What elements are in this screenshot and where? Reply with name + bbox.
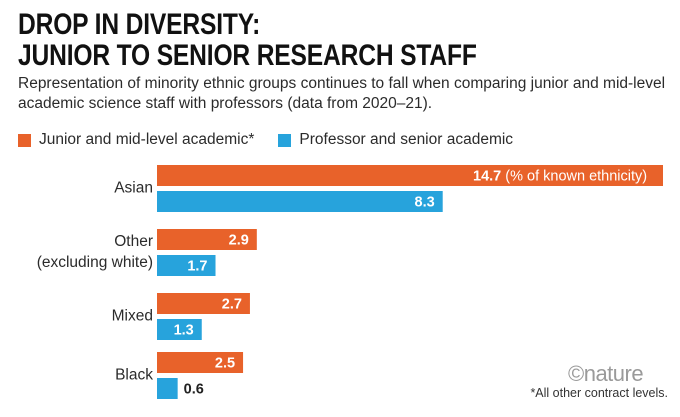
legend-label-junior: Junior and mid-level academic*: [39, 131, 255, 148]
data-label: 1.7: [187, 258, 207, 274]
chart-title: DROP IN DIVERSITY: JUNIOR TO SENIOR RESE…: [18, 9, 477, 71]
category-label: Mixed: [112, 308, 153, 325]
data-label: 1.3: [174, 322, 194, 338]
chart-title-line-1: DROP IN DIVERSITY:: [18, 8, 261, 41]
bar-professor: [157, 191, 443, 212]
category-label: Other (excluding white): [37, 233, 153, 271]
legend: Junior and mid-level academic* Professor…: [18, 131, 537, 149]
data-label: 8.3: [415, 194, 435, 210]
bar-junior: [157, 352, 244, 373]
category-label: Asian: [114, 180, 153, 197]
nature-logo: ©nature: [568, 361, 644, 386]
bar-professor: [157, 319, 202, 340]
data-label: 14.7 (% of known ethnicity): [473, 168, 647, 184]
data-label: 2.5: [215, 355, 235, 371]
legend-swatch-junior: [18, 133, 31, 147]
data-label: 2.7: [222, 296, 242, 312]
data-label: 0.6: [184, 381, 204, 397]
bar-professor: [157, 378, 178, 399]
legend-item-junior: Junior and mid-level academic*: [18, 131, 254, 149]
bar-junior: [157, 165, 663, 186]
chart-subtitle: Representation of minority ethnic groups…: [18, 75, 666, 112]
category-label: Black: [115, 367, 153, 384]
bar-junior: [157, 293, 250, 314]
chart-title-line-2: JUNIOR TO SENIOR RESEARCH STAFF: [18, 39, 477, 72]
legend-item-professor: Professor and senior academic: [278, 131, 513, 149]
legend-swatch-professor: [278, 133, 292, 147]
bar-junior: [157, 229, 257, 250]
data-label: 2.9: [229, 232, 249, 248]
footnote: *All other contract levels.: [530, 386, 668, 400]
legend-label-professor: Professor and senior academic: [299, 131, 514, 148]
bar-professor: [157, 255, 216, 276]
